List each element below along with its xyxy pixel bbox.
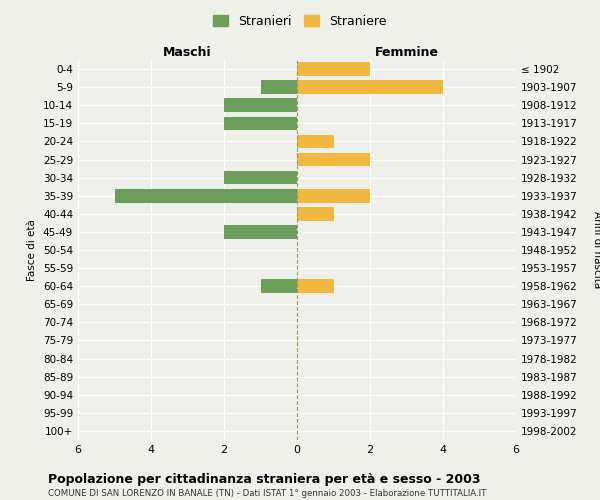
Text: COMUNE DI SAN LORENZO IN BANALE (TN) - Dati ISTAT 1° gennaio 2003 - Elaborazione: COMUNE DI SAN LORENZO IN BANALE (TN) - D… <box>48 489 487 498</box>
Bar <box>297 207 334 220</box>
Text: Femmine: Femmine <box>374 46 439 60</box>
Y-axis label: Fasce di età: Fasce di età <box>28 219 37 281</box>
Legend: Stranieri, Straniere: Stranieri, Straniere <box>209 11 391 32</box>
Bar <box>224 98 297 112</box>
Bar <box>297 62 370 76</box>
Bar <box>224 116 297 130</box>
Bar <box>297 152 370 166</box>
Text: Maschi: Maschi <box>163 46 212 60</box>
Bar <box>297 189 370 202</box>
Bar <box>260 280 297 293</box>
Bar <box>260 80 297 94</box>
Bar <box>297 280 334 293</box>
Bar <box>115 189 297 202</box>
Bar <box>224 171 297 184</box>
Bar <box>224 225 297 238</box>
Text: Popolazione per cittadinanza straniera per età e sesso - 2003: Popolazione per cittadinanza straniera p… <box>48 472 481 486</box>
Y-axis label: Anni di nascita: Anni di nascita <box>592 212 600 288</box>
Bar <box>297 134 334 148</box>
Bar <box>297 80 443 94</box>
